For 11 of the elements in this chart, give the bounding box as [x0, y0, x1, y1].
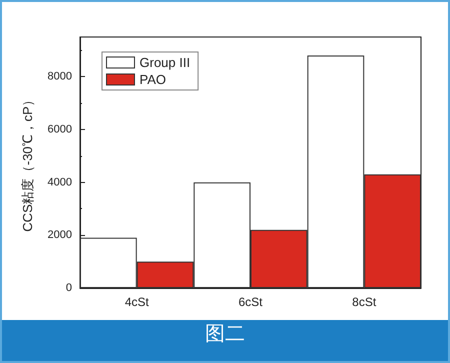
- y-tick-label: 6000: [48, 123, 72, 136]
- y-axis-title: CCS粘度（-30℃，cP）: [20, 93, 35, 232]
- legend-label: Group III: [140, 55, 190, 70]
- x-tick-label: 8cSt: [352, 295, 377, 309]
- y-tick-label: 2000: [48, 229, 72, 242]
- y-tick-label: 8000: [48, 70, 72, 83]
- y-tick-label: 0: [66, 282, 72, 294]
- x-tick-label: 6cSt: [238, 295, 264, 309]
- y-tick-label: 4000: [48, 176, 72, 188]
- x-tick-label: 4cSt: [124, 295, 150, 309]
- legend-label: PAO: [140, 72, 166, 87]
